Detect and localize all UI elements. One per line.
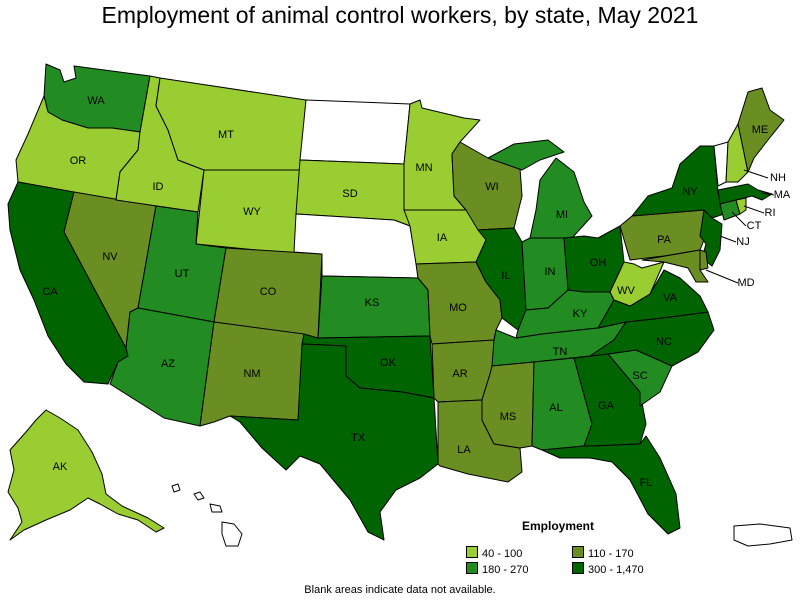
legend-item-3: 180 - 270	[466, 562, 528, 576]
state-label-TX: TX	[351, 432, 366, 444]
state-label-GA: GA	[598, 400, 615, 412]
legend-item-4: 300 - 1,470	[572, 562, 644, 576]
state-label-SC: SC	[632, 370, 647, 382]
state-label-AZ: AZ	[161, 358, 175, 370]
state-label-CT: CT	[747, 220, 762, 232]
state-label-AK: AK	[53, 461, 68, 473]
map-title: Employment of animal control workers, by…	[101, 2, 699, 28]
data-availability-note: Blank areas indicate data not available.	[304, 584, 496, 596]
state-label-TN: TN	[553, 346, 568, 358]
state-label-CO: CO	[260, 286, 277, 298]
legend-label-2: 110 - 170	[588, 548, 634, 560]
state-label-SD: SD	[342, 188, 357, 200]
state-label-NV: NV	[102, 251, 118, 263]
state-NY[interactable]	[631, 145, 725, 219]
state-label-MN: MN	[415, 162, 432, 174]
legend-swatch-3	[466, 562, 478, 574]
state-label-ID: ID	[153, 181, 164, 193]
state-label-MI: MI	[556, 209, 568, 221]
state-label-MO: MO	[449, 302, 467, 314]
leader-line-RI	[743, 205, 765, 214]
legend-item-1: 40 - 100	[466, 546, 522, 560]
leader-lines	[705, 169, 775, 284]
legend-label-4: 300 - 1,470	[588, 564, 644, 576]
state-AK[interactable]	[7, 409, 165, 541]
legend-swatch-1	[466, 546, 478, 558]
state-FL[interactable]	[541, 435, 681, 535]
state-TX[interactable]	[229, 343, 439, 541]
state-label-OK: OK	[380, 357, 397, 369]
state-label-WA: WA	[87, 95, 105, 107]
state-label-ME: ME	[752, 124, 769, 136]
legend-item-2: 110 - 170	[572, 546, 634, 560]
leader-line-CT	[731, 211, 747, 227]
state-label-AL: AL	[549, 402, 562, 414]
state-label-VA: VA	[663, 292, 678, 304]
state-label-NM: NM	[243, 368, 260, 380]
state-NH[interactable]	[725, 123, 749, 183]
leader-line-NH	[743, 169, 769, 179]
state-MS[interactable]	[481, 361, 535, 449]
state-labels: WA OR CA NV ID MT WY UT AZ CO NM SD KS O…	[42, 95, 791, 489]
state-label-MT: MT	[218, 129, 234, 141]
state-label-LA: LA	[457, 444, 471, 456]
legend-swatch-2	[572, 546, 584, 558]
state-label-RI: RI	[765, 207, 776, 219]
leader-line-MD	[705, 269, 739, 284]
legend-label-3: 180 - 270	[482, 564, 529, 576]
state-label-KY: KY	[573, 308, 588, 320]
legend-label-1: 40 - 100	[482, 548, 523, 560]
state-HI[interactable]	[171, 483, 243, 547]
state-MT[interactable]	[155, 77, 307, 171]
state-label-UT: UT	[175, 268, 190, 280]
state-ME[interactable]	[737, 87, 785, 173]
state-label-WI: WI	[485, 181, 498, 193]
state-label-IN: IN	[545, 266, 556, 278]
state-label-NJ: NJ	[736, 236, 749, 248]
state-RI[interactable]	[735, 197, 747, 215]
legend-swatch-4	[572, 562, 584, 574]
state-label-NC: NC	[656, 336, 672, 348]
state-IL[interactable]	[475, 227, 527, 331]
state-label-IL: IL	[501, 270, 510, 282]
state-label-AR: AR	[452, 368, 467, 380]
state-label-NY: NY	[682, 186, 698, 198]
state-label-WV: WV	[617, 285, 635, 297]
legend-title: Employment	[522, 519, 595, 533]
state-label-FL: FL	[640, 477, 653, 489]
state-label-MS: MS	[500, 411, 517, 423]
state-ND[interactable]	[299, 99, 411, 165]
state-label-KS: KS	[365, 297, 380, 309]
state-MI[interactable]	[487, 139, 593, 239]
territory-PR[interactable]	[733, 523, 793, 547]
state-label-IA: IA	[437, 232, 448, 244]
state-label-OH: OH	[590, 257, 607, 269]
leader-line-NJ	[719, 235, 737, 243]
state-label-WY: WY	[243, 206, 261, 218]
state-label-CA: CA	[42, 286, 58, 298]
state-label-MA: MA	[774, 189, 791, 201]
state-label-OR: OR	[70, 155, 87, 167]
state-label-NH: NH	[770, 172, 786, 184]
leader-line-MA	[761, 192, 775, 196]
state-label-MD: MD	[737, 277, 754, 289]
state-MD[interactable]	[641, 249, 709, 283]
state-label-PA: PA	[657, 234, 672, 246]
